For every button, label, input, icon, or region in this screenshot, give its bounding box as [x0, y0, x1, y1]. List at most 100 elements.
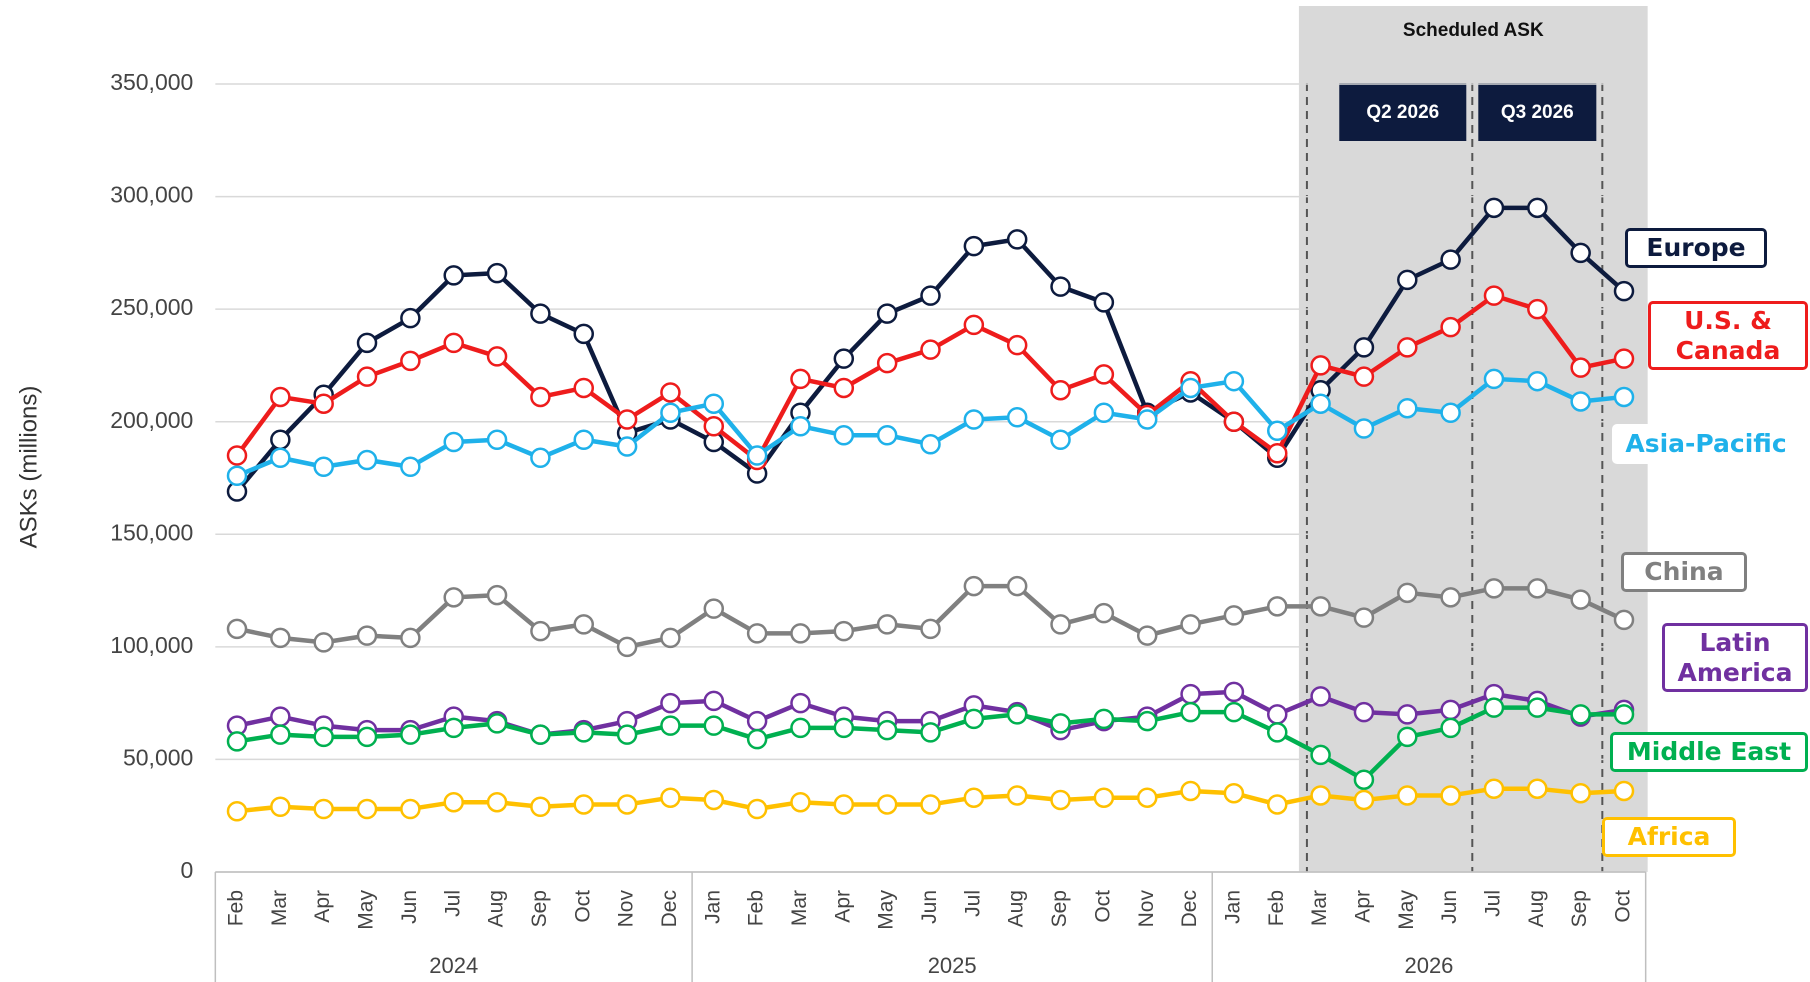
data-point: [876, 303, 898, 324]
x-tick-label: Apr: [1351, 890, 1374, 923]
data-point: [1440, 717, 1461, 739]
data-point: [530, 386, 551, 408]
x-tick-label: Jul: [961, 890, 984, 917]
data-point: [833, 377, 855, 399]
data-point: [1136, 787, 1158, 808]
x-tick-label: Dec: [1178, 890, 1201, 927]
data-point: [876, 424, 898, 446]
data-point: [486, 713, 508, 734]
data-point: [746, 798, 768, 820]
x-tick-label: Feb: [1265, 890, 1288, 926]
data-point: [226, 800, 248, 822]
data-point: [443, 431, 464, 453]
data-point: [1180, 683, 1201, 705]
data-point: [963, 575, 985, 597]
data-point: [226, 731, 248, 752]
y-tick-label: 200,000: [110, 407, 193, 433]
data-point: [573, 323, 594, 345]
x-tick-label: Oct: [1612, 890, 1635, 923]
data-point: [356, 332, 378, 354]
data-point: [833, 620, 855, 642]
data-point: [530, 303, 551, 324]
data-point: [876, 719, 898, 741]
data-point: [1310, 686, 1331, 707]
data-point: [530, 620, 551, 642]
data-point: [1006, 704, 1028, 725]
x-tick-label: May: [355, 890, 378, 930]
data-point: [1310, 785, 1331, 806]
y-tick-label: 150,000: [110, 519, 193, 545]
data-point: [963, 708, 985, 730]
data-point: [1006, 229, 1028, 250]
data-point: [1613, 780, 1635, 802]
data-point: [1440, 249, 1461, 270]
data-point: [1223, 605, 1245, 626]
data-point: [1397, 785, 1418, 806]
data-point: [1050, 789, 1071, 811]
data-point: [1440, 699, 1461, 721]
y-tick-label: 0: [181, 857, 194, 883]
data-point: [1570, 782, 1591, 804]
data-point: [790, 623, 811, 644]
data-point: [1310, 355, 1331, 376]
data-point: [1223, 681, 1245, 703]
data-point: [313, 632, 334, 653]
data-point: [1310, 744, 1331, 766]
data-point: [1613, 280, 1635, 302]
data-point: [1093, 602, 1115, 624]
data-point: [746, 623, 768, 644]
data-point: [1180, 614, 1201, 635]
data-point: [313, 456, 334, 477]
data-point: [1440, 587, 1461, 608]
data-point: [400, 724, 421, 745]
data-point: [703, 789, 725, 811]
data-point: [270, 627, 291, 649]
data-point: [660, 692, 681, 714]
x-tick-label: Jun: [398, 890, 421, 924]
data-point: [703, 393, 725, 414]
data-point: [443, 791, 464, 813]
data-point: [1527, 370, 1548, 392]
data-point: [1527, 697, 1548, 718]
data-point: [313, 798, 334, 820]
data-point: [1180, 780, 1201, 802]
data-point: [530, 796, 551, 817]
data-point: [920, 794, 941, 815]
data-point: [703, 415, 725, 437]
data-point: [486, 429, 508, 450]
data-point: [530, 447, 551, 468]
data-point: [1223, 411, 1245, 432]
data-point: [1093, 787, 1115, 808]
data-point: [443, 332, 464, 354]
x-tick-label: Jul: [441, 890, 464, 917]
data-point: [1613, 348, 1635, 369]
data-point: [1397, 704, 1418, 725]
data-point: [226, 445, 248, 466]
quarter-label: Q3 2026: [1501, 102, 1574, 123]
data-point: [1527, 778, 1548, 799]
data-point: [400, 456, 421, 477]
data-point: [833, 717, 855, 739]
data-point: [356, 726, 378, 748]
data-point: [1483, 368, 1505, 390]
data-point: [1050, 379, 1071, 401]
x-tick-label: May: [875, 890, 898, 930]
data-point: [660, 402, 681, 423]
data-point: [1267, 442, 1288, 464]
data-point: [1483, 578, 1505, 599]
year-label: 2026: [1404, 953, 1453, 978]
legend-label: U.S. & Canada: [1648, 301, 1808, 370]
data-point: [833, 424, 855, 446]
data-point: [1093, 364, 1115, 385]
data-point: [1267, 596, 1288, 617]
data-point: [1353, 337, 1375, 358]
data-point: [746, 710, 768, 732]
data-point: [486, 791, 508, 813]
x-tick-label: Jul: [1482, 890, 1505, 917]
legend-label: Europe: [1625, 228, 1767, 268]
data-point: [530, 724, 551, 745]
data-point: [1267, 420, 1288, 441]
data-point: [1570, 357, 1591, 378]
x-tick-label: Feb: [745, 890, 768, 926]
x-tick-label: Jan: [701, 890, 724, 924]
